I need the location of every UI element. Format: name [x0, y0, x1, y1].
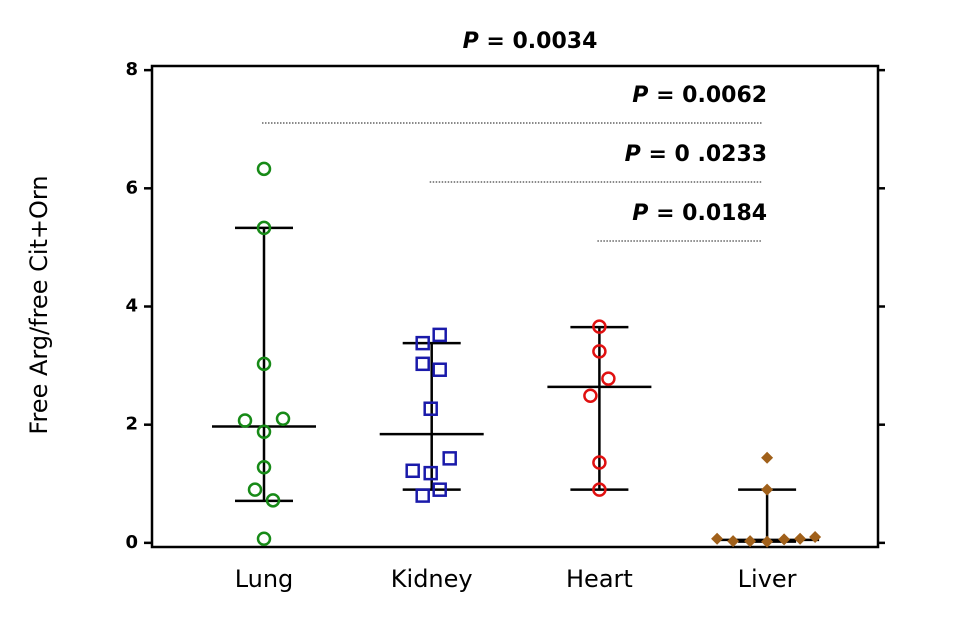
data-point	[761, 483, 774, 496]
data-point	[711, 532, 724, 545]
p-symbol: P	[625, 142, 641, 167]
p-value-label: P = 0.0184	[632, 201, 767, 226]
data-point	[592, 344, 607, 359]
p-symbol: P	[463, 29, 479, 54]
data-point	[592, 455, 607, 470]
y-tick-label: 6	[125, 177, 138, 198]
data-point	[778, 533, 791, 546]
data-point	[432, 362, 447, 377]
data-point	[592, 482, 607, 497]
data-point	[256, 161, 272, 177]
y-tick-label: 8	[125, 59, 138, 80]
data-point	[415, 356, 430, 372]
data-point	[237, 413, 253, 428]
p-symbol: P	[632, 201, 648, 226]
data-point	[583, 388, 598, 403]
data-point	[592, 319, 607, 334]
p-value: = 0 .0233	[648, 142, 767, 167]
x-tick-label: Liver	[738, 565, 797, 593]
x-tick-label: Lung	[235, 565, 294, 593]
data-point	[744, 535, 757, 548]
x-tick-label: Kidney	[391, 565, 473, 593]
data-point	[761, 535, 774, 548]
data-point	[256, 356, 272, 372]
data-point	[423, 465, 438, 481]
data-point	[601, 371, 616, 386]
x-tick-label: Heart	[566, 565, 633, 593]
data-point	[761, 451, 774, 464]
y-tick-label: 2	[125, 414, 138, 435]
data-point	[256, 424, 272, 440]
data-point	[256, 531, 272, 546]
y-tick-label: 4	[125, 296, 138, 317]
data-point	[809, 530, 822, 543]
data-point	[405, 463, 420, 479]
data-point	[415, 335, 430, 351]
p-value: = 0.0184	[656, 201, 767, 226]
y-tick-label: 0	[125, 532, 138, 553]
data-point	[432, 327, 447, 343]
data-point	[727, 535, 740, 548]
p-value-label: P = 0.0034	[463, 29, 598, 54]
data-point	[442, 451, 457, 466]
plot-frame	[150, 64, 880, 549]
data-point	[256, 459, 272, 475]
p-symbol: P	[632, 83, 648, 108]
y-axis-label: Free Arg/free Cit+Orn	[25, 175, 53, 434]
p-value: = 0.0062	[656, 83, 767, 108]
data-point	[256, 220, 272, 236]
data-point	[794, 532, 807, 545]
data-point	[247, 482, 263, 497]
p-value-label: P = 0.0062	[632, 83, 767, 108]
p-value-label: P = 0 .0233	[625, 142, 767, 167]
data-point	[265, 493, 281, 508]
data-point	[415, 488, 430, 503]
data-point	[432, 482, 447, 497]
p-value: = 0.0034	[486, 29, 597, 54]
data-point	[423, 401, 438, 416]
data-point	[275, 411, 291, 427]
